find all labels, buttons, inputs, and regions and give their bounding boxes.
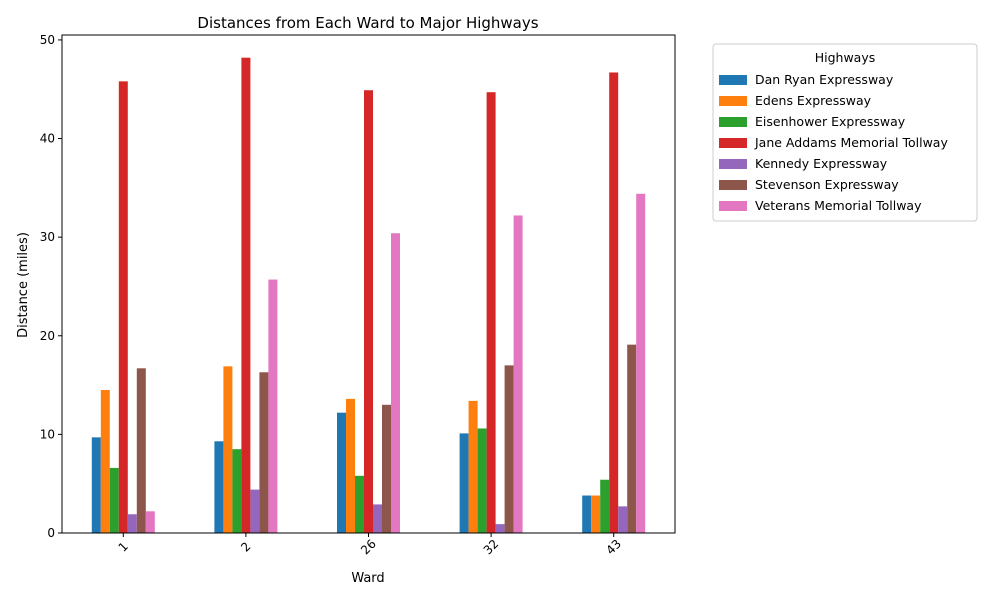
bar [373,504,382,533]
bar [477,428,487,533]
legend: Highways Dan Ryan Expressway Edens Expres… [712,43,978,222]
bar [355,475,364,533]
bar [609,72,619,533]
bar [591,495,601,533]
bar [232,449,242,533]
bar [636,193,646,533]
x-tick-label: 43 [603,537,624,558]
bar [364,90,373,533]
bar [127,514,137,533]
y-tick-label: 30 [40,230,55,244]
legend-swatch [719,159,747,169]
y-tick-label: 40 [40,132,55,146]
bar [346,398,355,533]
bar [250,489,260,533]
legend-swatch [719,96,747,106]
legend-label: Dan Ryan Expressway [755,72,894,87]
bar [214,441,224,533]
bar [268,279,278,533]
bar [486,92,496,533]
legend-swatch [719,201,747,211]
legend-label: Eisenhower Expressway [755,114,906,129]
bar [627,344,637,533]
y-axis-ticks: 0 10 20 30 40 50 [40,33,62,540]
legend-box [712,43,978,222]
bar [459,433,469,533]
bar [109,467,119,533]
legend-label: Stevenson Expressway [755,177,899,192]
bar [600,479,610,533]
bar [100,390,110,533]
legend-swatch [719,75,747,85]
legend-label: Jane Addams Memorial Tollway [754,135,948,150]
bar [337,412,346,533]
y-tick-label: 50 [40,33,55,47]
bars-layer [91,57,646,534]
legend-title: Highways [815,50,876,65]
x-tick-label: 1 [116,539,131,554]
bar [468,400,478,533]
x-tick-label: 26 [358,537,379,558]
x-tick-label: 2 [238,539,253,554]
bar [618,506,628,533]
chart-title: Distances from Each Ward to Major Highwa… [197,14,538,32]
y-tick-label: 20 [40,329,55,343]
bar [495,524,505,533]
bar [513,215,523,533]
bar [382,404,391,533]
bar [145,511,155,533]
legend-label: Veterans Memorial Tollway [755,198,922,213]
bar [582,495,592,533]
y-tick-label: 10 [40,427,55,441]
x-axis-ticks: 1 2 26 32 43 [116,533,624,557]
bar [259,372,269,533]
legend-entries: Dan Ryan Expressway Edens Expressway Eisen… [719,72,948,213]
bar [241,57,251,534]
bar [136,368,146,533]
bar [391,233,400,533]
bar [118,81,128,533]
legend-swatch [719,138,747,148]
y-tick-label: 0 [47,526,55,540]
plot-frame [61,34,676,534]
y-axis-label: Distance (miles) [16,232,31,338]
bar [91,437,101,533]
legend-swatch [719,117,747,127]
legend-label: Edens Expressway [755,93,872,108]
bar [504,365,514,533]
x-axis-label: Ward [351,571,384,586]
x-tick-label: 32 [481,537,502,558]
legend-label: Kennedy Expressway [755,156,888,171]
bar [223,366,233,533]
legend-swatch [719,180,747,190]
